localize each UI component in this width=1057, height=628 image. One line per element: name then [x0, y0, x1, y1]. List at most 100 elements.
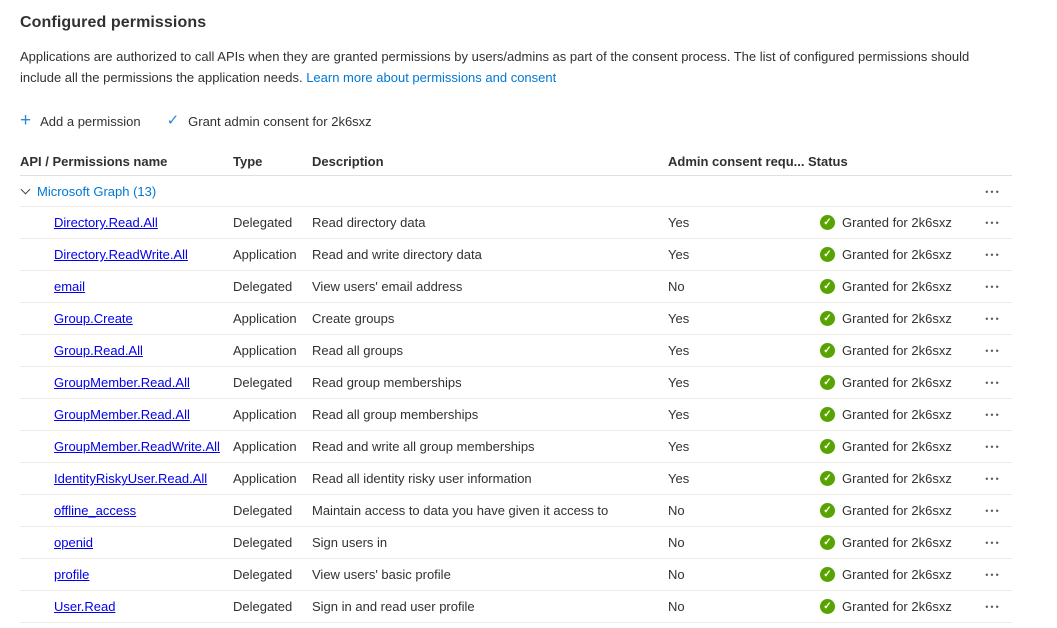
- grant-admin-consent-label: Grant admin consent for 2k6sxz: [188, 113, 372, 129]
- table-row: Group.Read.All Application Read all grou…: [20, 335, 1012, 367]
- admin-consent-required-value: No: [668, 503, 685, 518]
- permission-name-link[interactable]: Group.Create: [54, 311, 133, 326]
- add-permission-button[interactable]: + Add a permission: [20, 110, 141, 131]
- column-header-admin-consent-required: Admin consent requ...: [668, 153, 805, 169]
- more-options-button[interactable]: •••: [983, 566, 1002, 584]
- table-row: GroupMember.Read.All Delegated Read grou…: [20, 367, 1012, 399]
- more-options-button[interactable]: •••: [983, 278, 1002, 296]
- status-text: Granted for 2k6sxz: [842, 599, 952, 614]
- admin-consent-required-value: No: [668, 279, 685, 294]
- permission-type: Application: [233, 247, 297, 262]
- permission-name-link[interactable]: offline_access: [54, 503, 137, 518]
- status-text: Granted for 2k6sxz: [842, 215, 952, 230]
- table-header-row: API / Permissions name Type Description …: [20, 147, 1012, 176]
- more-options-button[interactable]: •••: [983, 438, 1002, 456]
- permission-name-link[interactable]: openid: [54, 535, 94, 550]
- permission-type: Delegated: [233, 567, 293, 582]
- more-options-button[interactable]: •••: [983, 246, 1002, 264]
- granted-check-icon: ✓: [820, 471, 835, 486]
- description-text: Applications are authorized to call APIs…: [20, 46, 1010, 88]
- more-options-button[interactable]: •••: [983, 534, 1002, 552]
- more-options-button[interactable]: •••: [983, 310, 1002, 328]
- permission-description: Read and write all group memberships: [312, 439, 535, 454]
- admin-consent-required-value: Yes: [668, 215, 690, 230]
- admin-consent-required-value: Yes: [668, 407, 690, 422]
- permission-type: Delegated: [233, 215, 293, 230]
- permission-description: Create groups: [312, 311, 395, 326]
- admin-consent-required-value: Yes: [668, 471, 690, 486]
- column-header-type: Type: [233, 153, 263, 169]
- command-bar: + Add a permission ✓ Grant admin consent…: [20, 108, 1057, 134]
- permission-name-link[interactable]: GroupMember.Read.All: [54, 375, 190, 390]
- column-header-status: Status: [808, 153, 848, 169]
- table-row: Directory.Read.All Delegated Read direct…: [20, 207, 1012, 239]
- more-options-button[interactable]: •••: [983, 470, 1002, 488]
- admin-consent-required-value: No: [668, 535, 685, 550]
- status-text: Granted for 2k6sxz: [842, 407, 952, 422]
- permission-name-link[interactable]: IdentityRiskyUser.Read.All: [54, 471, 208, 486]
- check-icon: ✓: [166, 112, 180, 129]
- admin-consent-required-value: Yes: [668, 375, 690, 390]
- permission-name-link[interactable]: GroupMember.Read.All: [54, 407, 190, 422]
- permission-type: Delegated: [233, 535, 293, 550]
- admin-consent-required-value: No: [668, 567, 685, 582]
- admin-consent-required-value: Yes: [668, 343, 690, 358]
- table-row: IdentityRiskyUser.Read.All Application R…: [20, 463, 1012, 495]
- permission-description: View users' email address: [312, 279, 463, 294]
- admin-consent-required-value: Yes: [668, 439, 690, 454]
- microsoft-graph-expander[interactable]: Microsoft Graph (13): [20, 184, 974, 199]
- status-text: Granted for 2k6sxz: [842, 471, 952, 486]
- permission-name-link[interactable]: Directory.Read.All: [54, 215, 158, 230]
- permission-description: Read all identity risky user information: [312, 471, 532, 486]
- more-options-button[interactable]: •••: [983, 502, 1002, 520]
- more-options-button[interactable]: •••: [983, 183, 1002, 201]
- permission-name-link[interactable]: Group.Read.All: [54, 343, 143, 358]
- more-options-button[interactable]: •••: [983, 214, 1002, 232]
- permission-description: Maintain access to data you have given i…: [312, 503, 609, 518]
- table-body: Directory.Read.All Delegated Read direct…: [20, 207, 1012, 623]
- more-options-button[interactable]: •••: [983, 406, 1002, 424]
- more-options-button[interactable]: •••: [983, 598, 1002, 616]
- permission-type: Delegated: [233, 375, 293, 390]
- learn-more-link[interactable]: Learn more about permissions and consent: [306, 70, 557, 85]
- granted-check-icon: ✓: [820, 311, 835, 326]
- permission-description: Read group memberships: [312, 375, 462, 390]
- granted-check-icon: ✓: [820, 343, 835, 358]
- grant-admin-consent-button[interactable]: ✓ Grant admin consent for 2k6sxz: [167, 113, 372, 129]
- column-header-description: Description: [312, 153, 384, 169]
- permission-description: Sign in and read user profile: [312, 599, 475, 614]
- permission-name-link[interactable]: GroupMember.ReadWrite.All: [54, 439, 220, 454]
- status-text: Granted for 2k6sxz: [842, 439, 952, 454]
- permission-description: Read all group memberships: [312, 407, 479, 422]
- table-row: Directory.ReadWrite.All Application Read…: [20, 239, 1012, 271]
- status-text: Granted for 2k6sxz: [842, 247, 952, 262]
- description-body: Applications are authorized to call APIs…: [20, 49, 970, 85]
- granted-check-icon: ✓: [820, 567, 835, 582]
- permission-name-link[interactable]: Directory.ReadWrite.All: [54, 247, 188, 262]
- permission-type: Delegated: [233, 279, 293, 294]
- table-row: offline_access Delegated Maintain access…: [20, 495, 1012, 527]
- permissions-table: API / Permissions name Type Description …: [20, 147, 1012, 623]
- permission-type: Delegated: [233, 599, 293, 614]
- permission-name-link[interactable]: User.Read: [54, 599, 116, 614]
- granted-check-icon: ✓: [820, 535, 835, 550]
- status-text: Granted for 2k6sxz: [842, 375, 952, 390]
- table-row: Group.Create Application Create groups Y…: [20, 303, 1012, 335]
- status-text: Granted for 2k6sxz: [842, 503, 952, 518]
- granted-check-icon: ✓: [820, 599, 835, 614]
- more-options-button[interactable]: •••: [983, 374, 1002, 392]
- more-options-button[interactable]: •••: [983, 342, 1002, 360]
- plus-icon: +: [20, 110, 32, 131]
- granted-check-icon: ✓: [820, 407, 835, 422]
- status-text: Granted for 2k6sxz: [842, 311, 952, 326]
- admin-consent-required-value: No: [668, 599, 685, 614]
- permission-type: Application: [233, 343, 297, 358]
- granted-check-icon: ✓: [820, 503, 835, 518]
- permission-name-link[interactable]: email: [54, 279, 86, 294]
- permission-description: Read directory data: [312, 215, 426, 230]
- permission-description: View users' basic profile: [312, 567, 451, 582]
- table-row: User.Read Delegated Sign in and read use…: [20, 591, 1012, 623]
- permission-type: Delegated: [233, 503, 293, 518]
- permission-name-link[interactable]: profile: [54, 567, 90, 582]
